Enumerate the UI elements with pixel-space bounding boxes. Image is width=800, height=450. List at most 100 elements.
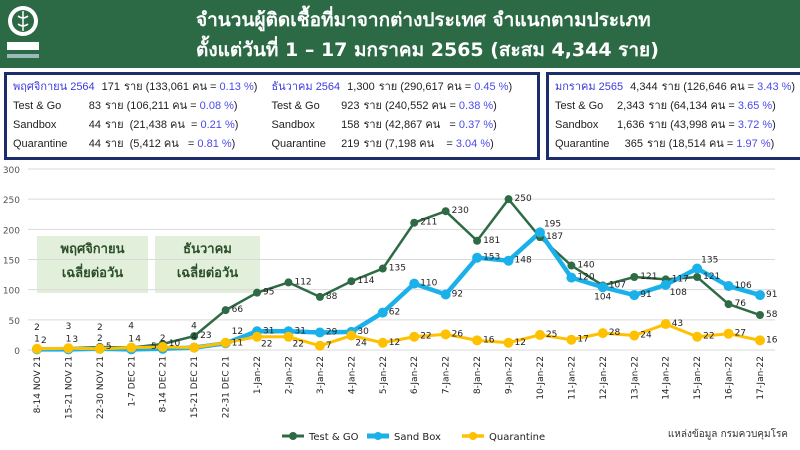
data-label: 3 <box>72 335 78 345</box>
summary-row: พฤศจิกายน 2564 171 ราย (133,061 คน = 0.13 … <box>13 78 257 97</box>
percent-value: 0.37 % <box>458 119 494 131</box>
close-paren: ) <box>493 100 497 112</box>
data-label: 7 <box>326 341 332 351</box>
legend-label: Sand Box <box>394 432 441 443</box>
x-tick-label: 12-Jan-22 <box>599 356 609 400</box>
percent-value: 3.65 % <box>737 100 773 112</box>
summary-row: Quarantine 219 ราย (7,198 คน = 3.04 %) <box>271 135 512 154</box>
line-chart: 0 50 100 150 200 250 300 8-14 NOV 21 15-21 NOV 2… <box>3 166 778 443</box>
close-paren: ) <box>772 119 776 131</box>
data-point <box>377 307 388 318</box>
series-line-quarantine <box>36 322 761 351</box>
y-tick-label: 200 <box>3 226 20 236</box>
data-label: 104 <box>594 292 611 302</box>
series-line-test-go <box>36 197 761 351</box>
data-point <box>220 337 231 348</box>
data-point <box>755 335 765 346</box>
category-label: Quarantine <box>555 138 610 150</box>
data-label: 2 <box>97 334 103 344</box>
summary-row: Sandbox 1,636 ราย (43,998 คน = 3.72 %) <box>555 116 795 135</box>
summary-row: Quarantine 365 ราย (18,514 คน = 1.97 %) <box>555 135 795 154</box>
data-label: 110 <box>420 279 437 289</box>
data-point <box>723 281 734 292</box>
x-tick-label: 6-Jan-22 <box>410 356 420 394</box>
x-tick-label: 17-Jan-22 <box>756 356 766 400</box>
detail-count: ราย (126,646 คน = <box>661 81 758 93</box>
data-point <box>346 330 357 341</box>
data-label: 108 <box>670 288 687 298</box>
detail-text: ราย (18,514 คน = 1.97 %) <box>647 135 774 154</box>
data-label: 121 <box>703 272 720 282</box>
count-value: 365 <box>624 138 643 150</box>
data-point <box>441 207 450 216</box>
dec-average-title: ธันวาคม <box>183 242 232 257</box>
data-label: 153 <box>483 253 500 263</box>
detail-count: ราย (106,211 คน = <box>105 100 200 112</box>
data-point <box>534 227 545 238</box>
detail-text: ราย (7,198 คน = 3.04 %) <box>363 135 493 154</box>
data-label: 31 <box>263 326 274 336</box>
data-label: 25 <box>546 330 557 340</box>
close-paren: ) <box>508 81 513 93</box>
detail-text: ราย (133,061 คน = 0.13 %) <box>124 78 257 97</box>
data-point <box>190 332 199 341</box>
data-point <box>409 331 420 342</box>
data-label: 91 <box>640 290 651 300</box>
data-point <box>755 290 765 301</box>
y-tick-label: 100 <box>3 287 20 297</box>
percent-value: 0.38 % <box>458 100 494 112</box>
data-point <box>629 290 640 301</box>
summary-row: มกราคม 2565 4,344 ราย (126,646 คน = 3.43 %… <box>555 78 795 97</box>
data-label: 121 <box>640 272 657 282</box>
legend-label: Test & GO <box>308 432 359 443</box>
detail-count: ราย (18,514 คน = <box>647 138 737 150</box>
detail-text: ราย (126,646 คน = 3.43 %) <box>662 78 795 97</box>
data-point <box>377 337 388 348</box>
percent-value: 0.13 % <box>219 81 254 93</box>
data-label: 117 <box>672 274 689 284</box>
data-label: 24 <box>355 339 367 349</box>
jan-summary-box: มกราคม 2565 4,344 ราย (126,646 คน = 3.43 %… <box>546 72 800 160</box>
close-paren: ) <box>253 81 258 93</box>
data-label: 2 <box>160 334 166 344</box>
data-label: 27 <box>735 329 746 339</box>
month-label: ธันวาคม 2564 <box>271 81 341 93</box>
percent-value: 3.04 % <box>455 138 491 150</box>
x-tick-label: 13-Jan-22 <box>630 356 640 400</box>
data-label: 95 <box>263 288 274 298</box>
data-label: 22 <box>703 332 714 342</box>
count-value: 1,300 <box>347 81 375 93</box>
count-value: 44 <box>88 138 101 150</box>
data-label: 211 <box>420 218 437 228</box>
x-tick-label: 5-Jan-22 <box>379 356 389 394</box>
data-point <box>566 334 577 345</box>
data-label: 92 <box>452 289 463 299</box>
data-label: 4 <box>191 322 197 332</box>
x-tick-label: 8-14 NOV 21 <box>33 356 43 413</box>
data-point <box>692 263 703 274</box>
detail-count: ราย (7,198 คน = <box>363 138 456 150</box>
category-label: Sandbox <box>555 119 599 131</box>
detail-text: ราย (42,867 คน = 0.37 %) <box>363 116 496 135</box>
data-point <box>724 300 733 309</box>
percent-value: 0.81 % <box>197 138 232 150</box>
x-tick-label: 14-Jan-22 <box>662 356 672 400</box>
data-point <box>253 288 262 297</box>
data-labels: 2 354 102366951128811413521123018125018714… <box>34 194 778 352</box>
series-points <box>32 195 765 355</box>
data-label: 181 <box>483 236 500 246</box>
data-point <box>660 279 671 290</box>
data-point <box>567 261 576 270</box>
data-label: 17 <box>577 335 588 345</box>
count-value: 923 <box>341 100 360 112</box>
data-label: 26 <box>452 329 464 339</box>
data-label: 24 <box>640 331 652 341</box>
title-line-2: ตั้งแต่วันที่ 1 – 17 มกราคม 2565 (สะสม 4… <box>196 39 659 61</box>
data-point <box>63 343 74 354</box>
data-label: 5 <box>151 342 157 352</box>
data-point <box>314 327 325 338</box>
data-label: 29 <box>326 328 338 338</box>
data-label: 4 <box>128 322 134 332</box>
category-label: Test & Go <box>555 100 604 112</box>
data-label: 58 <box>766 310 778 320</box>
